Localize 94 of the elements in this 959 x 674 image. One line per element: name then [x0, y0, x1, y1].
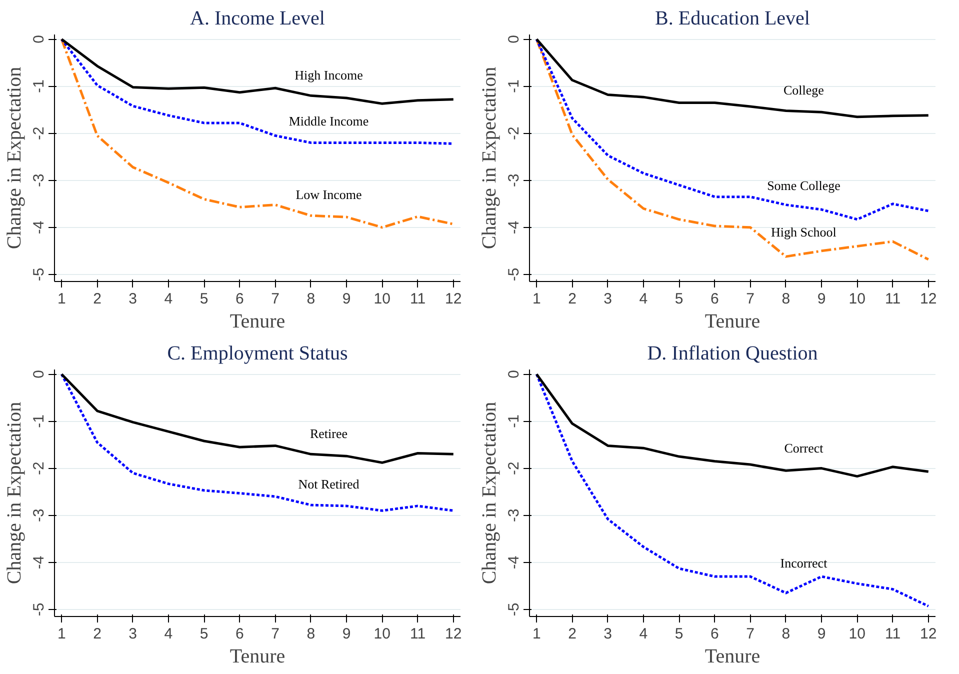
- x-tick-label: 11: [884, 290, 901, 308]
- y-tick-label: -3: [30, 508, 48, 522]
- x-tick-label: 9: [817, 290, 826, 308]
- x-tick-label: 8: [306, 290, 316, 308]
- chart-title: D. Inflation Question: [647, 342, 818, 364]
- x-tick-label: 4: [639, 626, 648, 642]
- x-tick-label: 6: [236, 626, 244, 642]
- x-tick-label: 2: [93, 626, 102, 642]
- x-tick-label: 5: [200, 290, 208, 308]
- y-tick-label: 0: [506, 35, 522, 44]
- x-tick-label: 3: [604, 290, 612, 308]
- y-tick-label: -1: [30, 414, 48, 428]
- y-tick-label: 0: [30, 35, 48, 44]
- x-tick-label: 8: [306, 626, 316, 642]
- y-tick-label: -1: [506, 414, 522, 428]
- x-tick-label: 4: [164, 290, 173, 308]
- x-axis-title: Tenure: [230, 646, 286, 668]
- x-tick-label: 3: [604, 626, 612, 642]
- y-tick-label: -2: [506, 126, 522, 140]
- x-tick-label: 5: [674, 290, 684, 308]
- series-label: Correct: [784, 440, 824, 456]
- series-label: Middle Income: [288, 114, 369, 129]
- x-tick-label: 8: [782, 290, 790, 308]
- x-tick-label: 7: [746, 626, 754, 642]
- x-tick-label: 12: [445, 626, 462, 642]
- series-label: High Income: [294, 68, 364, 83]
- x-tick-label: 11: [410, 290, 426, 308]
- series-label: Retiree: [310, 426, 348, 442]
- x-tick-label: 9: [342, 626, 351, 642]
- series-label: Not Retired: [298, 476, 360, 492]
- y-tick-label: -4: [506, 556, 522, 570]
- y-tick-label: -2: [506, 462, 522, 475]
- x-tick-label: 2: [568, 626, 576, 642]
- y-tick-label: -4: [30, 220, 48, 234]
- x-tick-label: 4: [639, 290, 648, 308]
- y-axis-title: Change in Expectation: [4, 66, 26, 250]
- x-tick-label: 2: [93, 290, 102, 308]
- series-label: High School: [771, 224, 837, 240]
- chart-title: C. Employment Status: [167, 342, 348, 364]
- y-tick-label: 0: [506, 370, 522, 378]
- y-tick-label: -3: [506, 508, 522, 522]
- x-tick-label: 3: [128, 290, 138, 308]
- x-tick-label: 10: [374, 626, 390, 642]
- x-axis-title: Tenure: [704, 310, 760, 332]
- x-tick-label: 5: [674, 626, 684, 642]
- x-tick-label: 11: [410, 626, 426, 642]
- x-tick-label: 7: [271, 290, 280, 308]
- series-label: Some College: [767, 178, 841, 194]
- chart-title: A. Income Level: [190, 8, 326, 30]
- y-tick-label: -3: [506, 174, 522, 188]
- x-tick-label: 1: [532, 290, 541, 308]
- x-tick-label: 1: [57, 626, 66, 642]
- y-tick-label: -5: [506, 602, 522, 616]
- series-label: College: [784, 82, 824, 98]
- y-tick-label: -5: [30, 602, 48, 616]
- y-tick-label: -5: [30, 268, 48, 282]
- x-tick-label: 12: [445, 290, 462, 308]
- y-tick-label: -3: [30, 174, 48, 188]
- series-label: Incorrect: [780, 556, 828, 571]
- x-tick-label: 11: [884, 626, 901, 642]
- x-tick-label: 9: [817, 626, 826, 642]
- x-axis-title: Tenure: [230, 310, 286, 332]
- x-tick-label: 5: [200, 626, 208, 642]
- y-tick-label: -1: [30, 80, 48, 93]
- y-tick-label: -2: [30, 462, 48, 475]
- x-tick-label: 3: [128, 626, 138, 642]
- x-tick-label: 10: [848, 626, 866, 642]
- x-tick-label: 6: [236, 290, 244, 308]
- y-tick-label: 0: [30, 370, 48, 378]
- x-tick-label: 7: [271, 626, 280, 642]
- chart-title: B. Education Level: [655, 8, 810, 30]
- x-tick-label: 12: [920, 290, 937, 308]
- x-tick-label: 10: [848, 290, 866, 308]
- y-axis-title: Change in Expectation: [478, 66, 500, 250]
- x-tick-label: 2: [568, 290, 576, 308]
- x-tick-label: 4: [164, 626, 173, 642]
- x-tick-label: 6: [710, 626, 719, 642]
- y-axis-title: Change in Expectation: [478, 402, 500, 584]
- y-tick-label: -5: [506, 268, 522, 282]
- series-label: Low Income: [296, 187, 362, 202]
- y-axis-title: Change in Expectation: [4, 402, 26, 584]
- y-tick-label: -2: [30, 126, 48, 140]
- x-tick-label: 10: [374, 290, 390, 308]
- x-tick-label: 6: [710, 290, 719, 308]
- x-tick-label: 1: [532, 626, 541, 642]
- x-tick-label: 7: [746, 290, 754, 308]
- x-tick-label: 1: [57, 290, 66, 308]
- y-tick-label: -4: [506, 220, 522, 234]
- y-tick-label: -1: [506, 80, 522, 93]
- y-tick-label: -4: [30, 556, 48, 570]
- x-tick-label: 9: [342, 290, 351, 308]
- x-axis-title: Tenure: [704, 646, 760, 668]
- x-tick-label: 12: [920, 626, 937, 642]
- x-tick-label: 8: [782, 626, 790, 642]
